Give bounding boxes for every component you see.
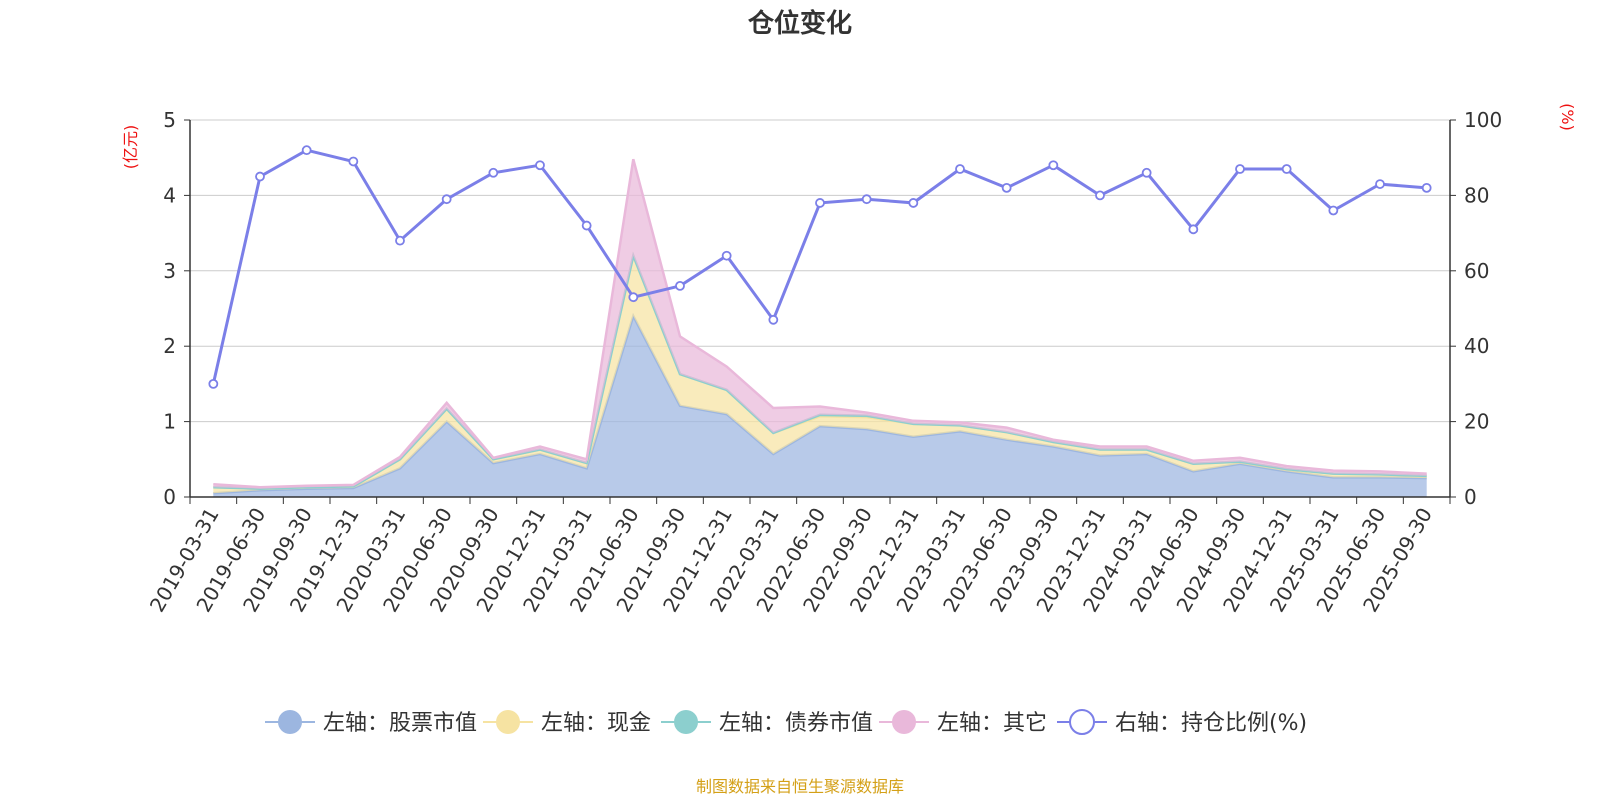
ratio-point <box>1328 205 1339 216</box>
left-tick-label: 1 <box>163 410 176 434</box>
left-tick-label: 0 <box>163 485 176 509</box>
ratio-point <box>348 156 359 167</box>
left-tick-label: 4 <box>163 183 176 207</box>
ratio-point <box>628 292 639 303</box>
axes: 0123450204060801002019-03-312019-06-3020… <box>145 108 1502 616</box>
ratio-point <box>1375 179 1385 189</box>
right-tick-label: 60 <box>1464 259 1489 283</box>
ratio-point <box>1141 167 1152 178</box>
ratio-point <box>1188 224 1199 235</box>
legend-label: 左轴：股票市值 <box>323 711 477 736</box>
legend-marker <box>892 710 916 734</box>
ratio-point <box>908 198 919 208</box>
ratio-point <box>581 220 592 231</box>
area-series-0 <box>213 316 1427 497</box>
legend-marker <box>496 710 520 734</box>
legend-label: 右轴：持仓比例(%) <box>1115 711 1307 736</box>
gridlines <box>190 119 1450 423</box>
legend-label: 左轴：其它 <box>937 711 1047 736</box>
ratio-point <box>395 235 405 246</box>
left-tick-label: 2 <box>163 334 176 358</box>
ratio-point <box>675 280 685 291</box>
legend-label: 左轴：现金 <box>541 711 651 736</box>
ratio-point <box>488 167 499 178</box>
ratio-point <box>955 164 965 174</box>
position-ratio-line <box>208 145 1432 389</box>
area-edge-3 <box>213 158 1427 489</box>
ratio-point <box>208 378 219 389</box>
ratio-point <box>1281 164 1292 174</box>
right-tick-label: 0 <box>1464 485 1477 509</box>
right-tick-label: 80 <box>1464 183 1489 207</box>
left-tick-label: 3 <box>163 259 176 283</box>
legend-marker <box>1069 709 1095 735</box>
source-note: 制图数据来自恒生聚源数据库 <box>696 777 904 796</box>
right-tick-label: 20 <box>1464 410 1489 434</box>
legend: 左轴：股票市值 左轴：现金 左轴：债券市值 左轴：其它 右轴：持仓比例(%) <box>265 709 1307 736</box>
ratio-point <box>441 194 452 205</box>
ratio-point <box>815 198 825 208</box>
ratio-point <box>1235 164 1245 174</box>
ratio-point <box>1048 160 1059 171</box>
legend-marker <box>674 710 698 734</box>
ratio-point <box>1095 190 1105 201</box>
right-tick-label: 100 <box>1464 108 1502 132</box>
left-axis-unit: (亿元) <box>121 125 140 170</box>
right-axis-unit: (%) <box>1558 103 1577 131</box>
left-tick-label: 5 <box>163 108 176 132</box>
legend-marker <box>278 710 302 734</box>
stacked-areas <box>213 158 1427 497</box>
ratio-point <box>861 194 872 205</box>
legend-label: 左轴：债券市值 <box>719 711 873 736</box>
ratio-point <box>301 145 312 156</box>
chart-title: 仓位变化 <box>747 8 852 39</box>
ratio-line-path <box>211 148 1427 385</box>
right-tick-label: 40 <box>1464 334 1489 358</box>
ratio-point <box>255 171 265 182</box>
ratio-point <box>1421 182 1432 193</box>
ratio-point <box>1001 182 1012 193</box>
ratio-point <box>768 314 779 325</box>
ratio-point <box>721 250 732 261</box>
ratio-point <box>535 160 545 171</box>
